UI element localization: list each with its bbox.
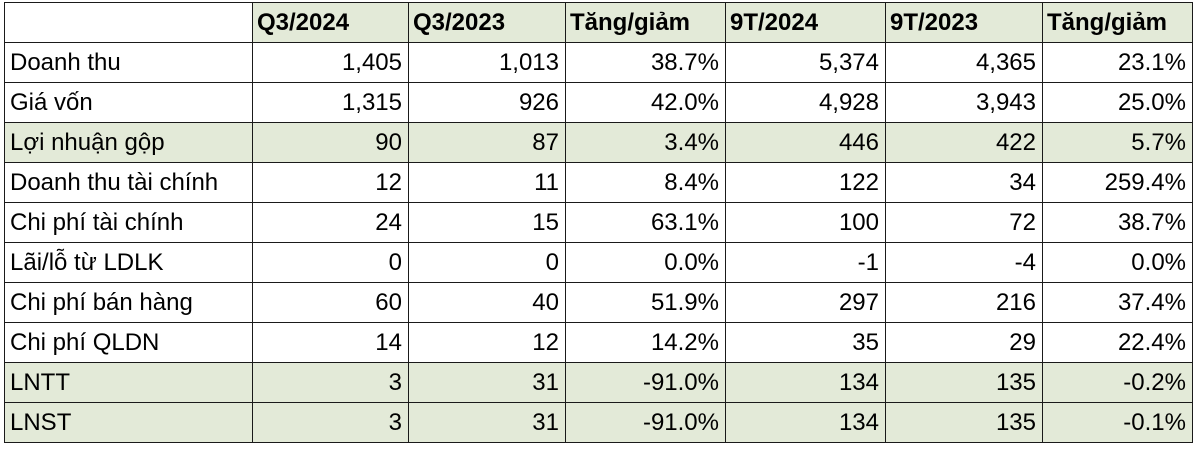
value-cell: 29 (885, 322, 1043, 363)
value-cell: 42.0% (565, 82, 726, 123)
table-row: Chi phí bán hàng 60 40 51.9% 297 216 37.4% (4, 282, 1193, 323)
value-cell: 90 (252, 122, 409, 163)
value-cell: -91.0% (565, 362, 726, 403)
row-label: LNTT (4, 362, 253, 403)
header-cell-9t-2023: 9T/2023 (885, 2, 1043, 43)
value-cell: 63.1% (565, 202, 726, 243)
row-label: Chi phí QLDN (4, 322, 253, 363)
value-cell: 38.7% (565, 42, 726, 83)
value-cell: 14.2% (565, 322, 726, 363)
table-row: Lợi nhuận gộp 90 87 3.4% 446 422 5.7% (4, 122, 1193, 163)
header-cell-corner (4, 2, 253, 43)
value-cell: 38.7% (1042, 202, 1193, 243)
header-cell-change-q3: Tăng/giảm (565, 2, 726, 43)
value-cell: 72 (885, 202, 1043, 243)
value-cell: 1,315 (252, 82, 409, 123)
value-cell: 24 (252, 202, 409, 243)
value-cell: 134 (725, 402, 886, 443)
row-label: Lãi/lỗ từ LDLK (4, 242, 253, 283)
value-cell: 297 (725, 282, 886, 323)
value-cell: 4,928 (725, 82, 886, 123)
value-cell: 31 (408, 362, 566, 403)
value-cell: 259.4% (1042, 162, 1193, 203)
value-cell: 135 (885, 362, 1043, 403)
table-row: Giá vốn 1,315 926 42.0% 4,928 3,943 25.0% (4, 82, 1193, 123)
value-cell: -0.2% (1042, 362, 1193, 403)
value-cell: 122 (725, 162, 886, 203)
value-cell: 31 (408, 402, 566, 443)
row-label: Lợi nhuận gộp (4, 122, 253, 163)
value-cell: 1,013 (408, 42, 566, 83)
value-cell: 422 (885, 122, 1043, 163)
value-cell: 35 (725, 322, 886, 363)
value-cell: 1,405 (252, 42, 409, 83)
value-cell: 0.0% (565, 242, 726, 283)
value-cell: 3 (252, 362, 409, 403)
value-cell: 0 (408, 242, 566, 283)
value-cell: 446 (725, 122, 886, 163)
value-cell: 926 (408, 82, 566, 123)
header-cell-9t-2024: 9T/2024 (725, 2, 886, 43)
table-body: Doanh thu 1,405 1,013 38.7% 5,374 4,365 23.1% G… (4, 42, 1193, 443)
row-label: Doanh thu tài chính (4, 162, 253, 203)
value-cell: 3.4% (565, 122, 726, 163)
table-row: Lãi/lỗ từ LDLK 0 0 0.0% -1 -4 0.0% (4, 242, 1193, 283)
table-row: Chi phí tài chính 24 15 63.1% 100 72 38.7% (4, 202, 1193, 243)
value-cell: 5,374 (725, 42, 886, 83)
header-row: Q3/2024 Q3/2023 Tăng/giảm 9T/2024 9T/202… (4, 2, 1193, 43)
value-cell: 3,943 (885, 82, 1043, 123)
row-label: Giá vốn (4, 82, 253, 123)
value-cell: 135 (885, 402, 1043, 443)
value-cell: 5.7% (1042, 122, 1193, 163)
value-cell: -1 (725, 242, 886, 283)
value-cell: 40 (408, 282, 566, 323)
row-label: Chi phí tài chính (4, 202, 253, 243)
value-cell: 34 (885, 162, 1043, 203)
value-cell: 37.4% (1042, 282, 1193, 323)
table-row: Doanh thu 1,405 1,013 38.7% 5,374 4,365 23.1% (4, 42, 1193, 83)
value-cell: 11 (408, 162, 566, 203)
header-cell-q3-2024: Q3/2024 (252, 2, 409, 43)
row-label: LNST (4, 402, 253, 443)
value-cell: 22.4% (1042, 322, 1193, 363)
value-cell: -4 (885, 242, 1043, 283)
value-cell: 3 (252, 402, 409, 443)
header-cell-change-9t: Tăng/giảm (1042, 2, 1193, 43)
value-cell: 4,365 (885, 42, 1043, 83)
table-row: LNTT 3 31 -91.0% 134 135 -0.2% (4, 362, 1193, 403)
value-cell: 216 (885, 282, 1043, 323)
table-row: Doanh thu tài chính 12 11 8.4% 122 34 259.4% (4, 162, 1193, 203)
value-cell: 23.1% (1042, 42, 1193, 83)
table-row: LNST 3 31 -91.0% 134 135 -0.1% (4, 402, 1193, 443)
value-cell: 25.0% (1042, 82, 1193, 123)
value-cell: 134 (725, 362, 886, 403)
value-cell: 0.0% (1042, 242, 1193, 283)
value-cell: 100 (725, 202, 886, 243)
value-cell: -0.1% (1042, 402, 1193, 443)
value-cell: 60 (252, 282, 409, 323)
value-cell: 12 (252, 162, 409, 203)
financial-results-table: Q3/2024 Q3/2023 Tăng/giảm 9T/2024 9T/202… (4, 2, 1193, 443)
value-cell: 51.9% (565, 282, 726, 323)
value-cell: 15 (408, 202, 566, 243)
header-cell-q3-2023: Q3/2023 (408, 2, 566, 43)
table-row: Chi phí QLDN 14 12 14.2% 35 29 22.4% (4, 322, 1193, 363)
row-label: Chi phí bán hàng (4, 282, 253, 323)
value-cell: 0 (252, 242, 409, 283)
value-cell: 8.4% (565, 162, 726, 203)
value-cell: -91.0% (565, 402, 726, 443)
row-label: Doanh thu (4, 42, 253, 83)
value-cell: 14 (252, 322, 409, 363)
value-cell: 12 (408, 322, 566, 363)
value-cell: 87 (408, 122, 566, 163)
